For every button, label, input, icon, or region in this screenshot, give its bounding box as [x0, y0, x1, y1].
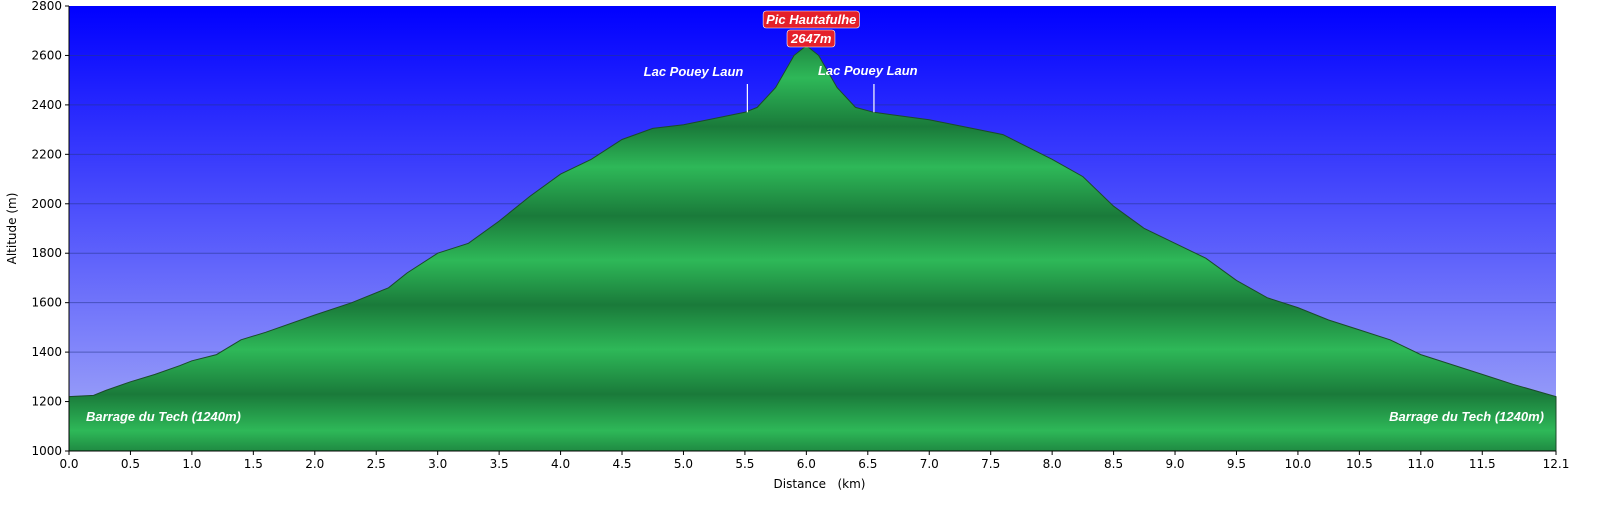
y-tick-label: 1600 — [31, 296, 62, 310]
x-axis-title: Distance (km) — [774, 477, 866, 491]
y-tick-label: 2000 — [31, 197, 62, 211]
x-tick-label: 6.0 — [797, 457, 816, 471]
x-tick-label: 8.5 — [1104, 457, 1123, 471]
x-tick-label: 3.5 — [490, 457, 509, 471]
waypoint-label-lac-pouey-laun: Lac Pouey Laun — [644, 64, 744, 79]
x-tick-label: 7.5 — [981, 457, 1000, 471]
y-axis-title: Altitude (m) — [5, 193, 19, 265]
x-tick-label: 11.5 — [1469, 457, 1496, 471]
summit-altitude-label: 2647m — [790, 31, 832, 46]
start-label-barrage: Barrage du Tech (1240m) — [86, 409, 241, 424]
x-tick-label: 0.0 — [59, 457, 78, 471]
summit-name-label-badge — [762, 10, 860, 29]
x-tick-label: 7.0 — [920, 457, 939, 471]
x-tick-label: 12.1 — [1543, 457, 1570, 471]
x-tick-label: 3.0 — [428, 457, 447, 471]
x-tick-label: 2.5 — [367, 457, 386, 471]
y-tick-label: 2800 — [31, 0, 62, 13]
x-tick-label: 5.5 — [735, 457, 754, 471]
x-tick-label: 9.5 — [1227, 457, 1246, 471]
y-tick-label: 1400 — [31, 345, 62, 359]
end-label-barrage: Barrage du Tech (1240m) — [1389, 409, 1544, 424]
x-tick-label: 10.5 — [1346, 457, 1373, 471]
y-tick-label: 1000 — [31, 444, 62, 458]
elevation-area — [68, 44, 1557, 452]
y-tick-label: 1200 — [31, 395, 62, 409]
x-tick-label: 4.5 — [612, 457, 631, 471]
x-tick-label: 0.5 — [121, 457, 140, 471]
summit-name-label: Pic Hautafulhe — [766, 12, 856, 27]
x-tick-label: 1.0 — [182, 457, 201, 471]
waypoint-label-lac-pouey-laun: Lac Pouey Laun — [818, 63, 918, 78]
x-tick-label: 11.0 — [1407, 457, 1434, 471]
x-tick-label: 10.0 — [1285, 457, 1312, 471]
x-tick-label: 8.0 — [1043, 457, 1062, 471]
summit-altitude-label-badge — [786, 29, 836, 48]
y-tick-label: 2600 — [31, 48, 62, 62]
x-tick-label: 4.0 — [551, 457, 570, 471]
y-tick-label: 2400 — [31, 98, 62, 112]
x-tick-label: 5.0 — [674, 457, 693, 471]
y-tick-label: 1800 — [31, 246, 62, 260]
annotations: Pic Hautafulhe 2647m Lac Pouey Laun Lac Pou… — [86, 10, 1544, 424]
y-axis-ticks: 1000 1200 1400 1600 1800 2000 2200 2400 2600 2800 — [31, 0, 69, 458]
y-tick-label: 2200 — [31, 147, 62, 161]
x-axis-ticks: 0.0 0.5 1.0 1.5 2.0 2.5 3.0 3.5 4.0 4.5 5.0 5.5 6.0 6… — [59, 451, 1569, 471]
x-tick-label: 2.0 — [305, 457, 324, 471]
x-tick-label: 6.5 — [858, 457, 877, 471]
x-tick-label: 1.5 — [244, 457, 263, 471]
x-tick-label: 9.0 — [1165, 457, 1184, 471]
